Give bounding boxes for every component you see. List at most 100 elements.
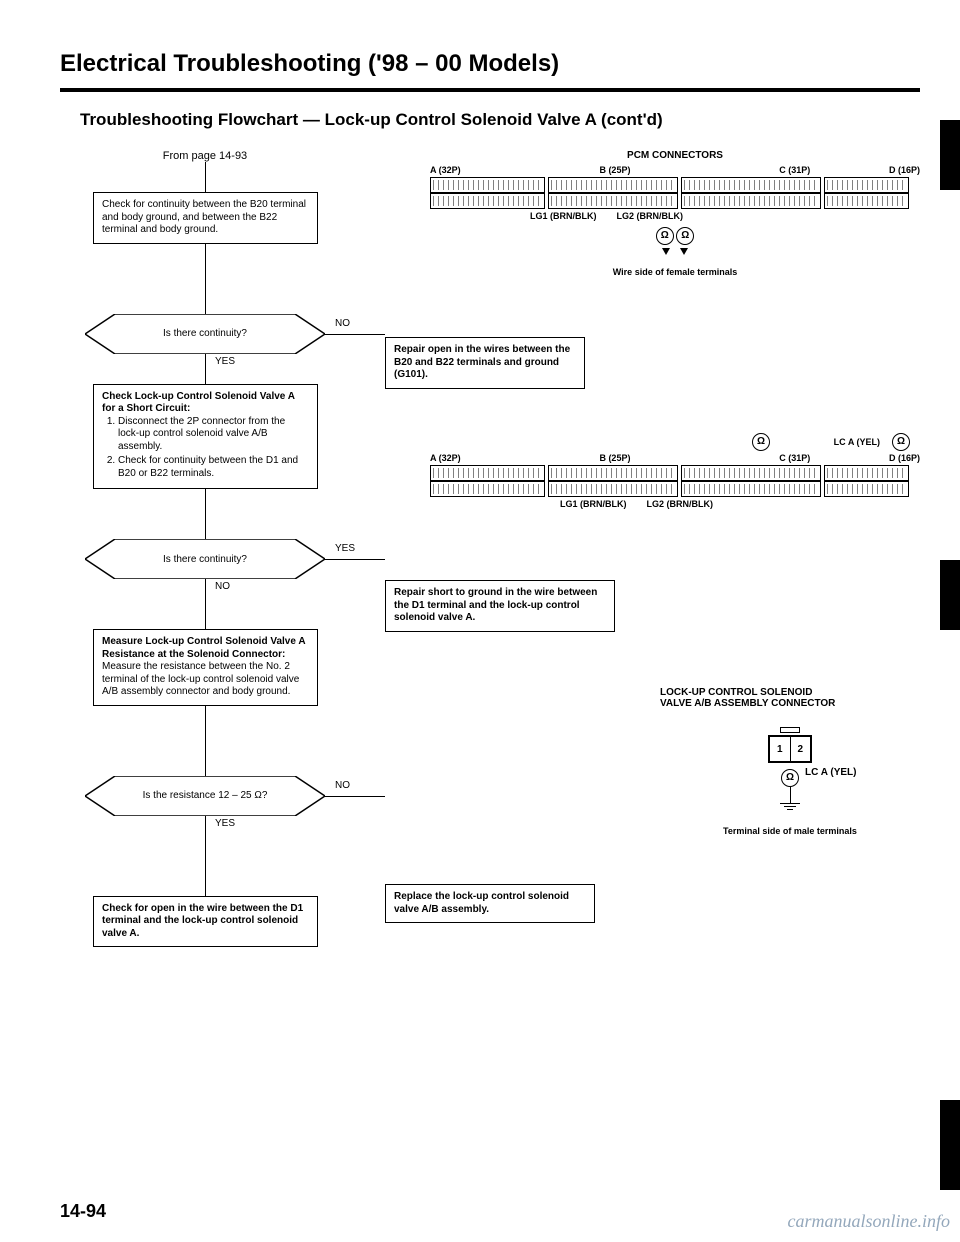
lg2-label: LG2 (BRN/BLK) (647, 499, 714, 509)
page-number: 14-94 (60, 1201, 106, 1222)
flowchart-column: From page 14-93 Check for continuity bet… (60, 150, 480, 947)
no-label: NO (215, 581, 230, 592)
flow-line (205, 354, 206, 384)
conn-label-c: C (31P) (779, 165, 810, 175)
decision-2: Is there continuity? (85, 539, 325, 579)
ground-line (790, 787, 791, 803)
process-box-4: Check for open in the wire between the D… (93, 896, 318, 948)
from-page-label: From page 14-93 (150, 150, 260, 162)
conn-label-b: B (25P) (599, 453, 630, 463)
subtitle: Troubleshooting Flowchart — Lock-up Cont… (60, 110, 920, 130)
conn-block-a (430, 465, 545, 481)
yes-label: YES (215, 356, 235, 367)
no-label: NO (335, 318, 350, 329)
ground-bar (784, 806, 796, 807)
title-rule (60, 88, 920, 92)
lg1-label: LG1 (BRN/BLK) (530, 211, 597, 221)
conn-label-a: A (32P) (430, 165, 461, 175)
terminal-symbol: Ω (752, 433, 770, 451)
conn-header: A (32P) B (25P) C (31P) D (16P) (430, 453, 920, 463)
result-box-1: Repair open in the wires between the B20… (385, 337, 585, 389)
page-container: Electrical Troubleshooting ('98 – 00 Mod… (0, 0, 960, 1242)
process-box-3: Measure Lock-up Control Solenoid Valve A… (93, 629, 318, 706)
decision-2-wrap: Is there continuity? YES (60, 539, 480, 579)
watermark: carmanualsonline.info (788, 1211, 951, 1232)
conn-label-d: D (16P) (889, 453, 920, 463)
conn-header: A (32P) B (25P) C (31P) D (16P) (430, 165, 920, 175)
branch-line (325, 796, 385, 797)
box2-step1: Disconnect the 2P connector from the loc… (118, 416, 309, 454)
decision-1: Is there continuity? (85, 314, 325, 354)
conn-block-b2 (548, 193, 678, 209)
branch-line (325, 334, 385, 335)
box2-title: Check Lock-up Control Solenoid Valve A f… (102, 391, 309, 416)
flow-line (205, 706, 206, 776)
flow-line (205, 816, 206, 896)
terminal-symbol: Ω (656, 227, 674, 245)
pin-1: 1 (770, 737, 791, 761)
flow-line (205, 162, 206, 192)
solenoid-title1: LOCK-UP CONTROL SOLENOID (660, 687, 920, 698)
conn-block-c2 (681, 193, 821, 209)
conn-top-key (780, 727, 800, 733)
terminal-symbol: Ω (676, 227, 694, 245)
conn-block-d2 (824, 481, 909, 497)
result-box-3: Replace the lock-up control solenoid val… (385, 884, 595, 923)
conn-block-a2 (430, 481, 545, 497)
lc-a-label: LC A (YEL) (834, 437, 880, 447)
process-box-2: Check Lock-up Control Solenoid Valve A f… (93, 384, 318, 490)
decision-3-text: Is the resistance 12 – 25 Ω? (85, 776, 325, 816)
result-box-2: Repair short to ground in the wire betwe… (385, 580, 615, 632)
main-title: Electrical Troubleshooting ('98 – 00 Mod… (60, 50, 920, 78)
conn-block-b (548, 177, 678, 193)
flow-line (205, 489, 206, 539)
conn-block-d (824, 465, 909, 481)
conn-label-c: C (31P) (779, 453, 810, 463)
terminal-symbol: Ω (781, 769, 799, 787)
pcm-title: PCM CONNECTORS (430, 150, 920, 161)
conn-block-c (681, 465, 821, 481)
arrow-down-icon (680, 248, 688, 255)
decision-2-text: Is there continuity? (85, 539, 325, 579)
lc-a-label: LC A (YEL) (805, 767, 856, 778)
branch-line (325, 559, 385, 560)
flow-line (205, 579, 206, 629)
decision-3: Is the resistance 12 – 25 Ω? (85, 776, 325, 816)
yes-label: YES (335, 543, 355, 554)
box2-step2: Check for continuity between the D1 and … (118, 455, 309, 480)
lg2-label: LG2 (BRN/BLK) (617, 211, 684, 221)
ground-bar (787, 809, 793, 810)
solenoid-diagram: LOCK-UP CONTROL SOLENOID VALVE A/B ASSEM… (660, 687, 920, 836)
conn-block-c2 (681, 481, 821, 497)
box3-title: Measure Lock-up Control Solenoid Valve A… (102, 636, 309, 661)
conn-row (430, 465, 920, 481)
conn-row (430, 177, 920, 193)
conn-label-b: B (25P) (599, 165, 630, 175)
conn-label-d: D (16P) (889, 165, 920, 175)
conn-block-c (681, 177, 821, 193)
yes-label: YES (215, 818, 235, 829)
terminal-side-label: Terminal side of male terminals (660, 826, 920, 836)
pin-2: 2 (791, 737, 811, 761)
decision-1-text: Is there continuity? (85, 314, 325, 354)
conn-block-a2 (430, 193, 545, 209)
decision-3-wrap: Is the resistance 12 – 25 Ω? NO (60, 776, 480, 816)
pcm-diagram-2: Ω LC A (YEL) Ω A (32P) B (25P) C (31P) D… (430, 437, 920, 509)
pcm-diagram-1: PCM CONNECTORS A (32P) B (25P) C (31P) D… (430, 150, 920, 277)
no-label: NO (335, 780, 350, 791)
solenoid-title2: VALVE A/B ASSEMBLY CONNECTOR (660, 698, 920, 709)
conn-row (430, 481, 920, 497)
conn-block-a (430, 177, 545, 193)
conn-row (430, 193, 920, 209)
conn-block-b (548, 465, 678, 481)
conn-block-b2 (548, 481, 678, 497)
process-box-1: Check for continuity between the B20 ter… (93, 192, 318, 244)
terminal-symbol: Ω (892, 433, 910, 451)
lg1-label: LG1 (BRN/BLK) (560, 499, 627, 509)
solenoid-connector: 1 2 (768, 735, 812, 763)
content-area: From page 14-93 Check for continuity bet… (60, 150, 920, 1150)
conn-block-d2 (824, 193, 909, 209)
conn-label-a: A (32P) (430, 453, 461, 463)
wire-side-label: Wire side of female terminals (430, 267, 920, 277)
box3-body: Measure the resistance between the No. 2… (102, 661, 309, 699)
